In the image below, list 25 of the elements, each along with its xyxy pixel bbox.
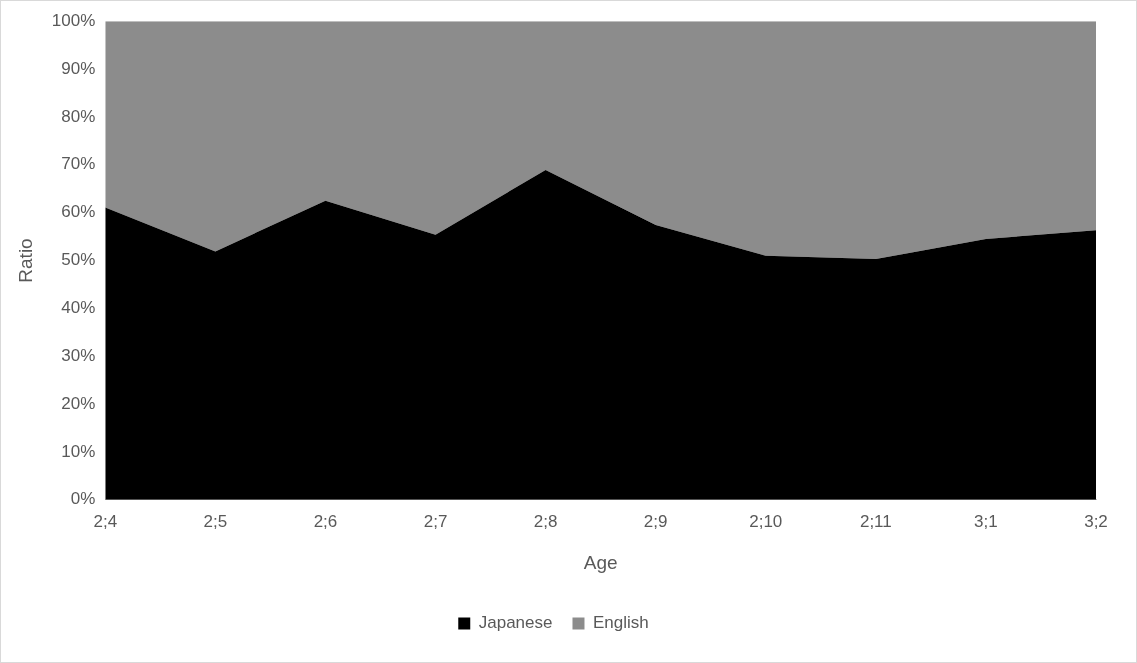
y-tick-label: 30% xyxy=(61,345,96,365)
y-tick-label: 60% xyxy=(61,202,96,222)
y-tick-label: 0% xyxy=(70,489,96,509)
x-tick-label: 2;10 xyxy=(749,511,783,531)
x-tick-label: 2;5 xyxy=(203,511,228,531)
x-tick-label: 2;7 xyxy=(423,511,448,531)
y-tick-label: 70% xyxy=(61,154,96,174)
y-tick-label: 20% xyxy=(61,393,96,413)
y-axis-title: Ratio xyxy=(14,238,36,283)
x-tick-label: 2;9 xyxy=(643,511,668,531)
y-tick-label: 10% xyxy=(61,441,96,461)
x-tick-label: 3;2 xyxy=(1084,511,1108,531)
y-tick-label: 90% xyxy=(61,58,96,78)
x-axis-title: Age xyxy=(583,551,618,573)
x-tick-label: 2;4 xyxy=(93,511,118,531)
y-tick-label: 40% xyxy=(61,298,96,318)
legend-label: Japanese xyxy=(478,613,553,633)
x-tick-label: 3;1 xyxy=(974,511,998,531)
x-tick-label: 2;11 xyxy=(859,511,892,531)
legend-label: English xyxy=(592,613,649,633)
x-tick-label: 2;6 xyxy=(313,511,338,531)
x-tick-label: 2;8 xyxy=(533,511,558,531)
y-tick-label: 80% xyxy=(61,106,96,126)
y-tick-label: 100% xyxy=(51,10,96,30)
y-tick-label: 50% xyxy=(61,250,96,270)
